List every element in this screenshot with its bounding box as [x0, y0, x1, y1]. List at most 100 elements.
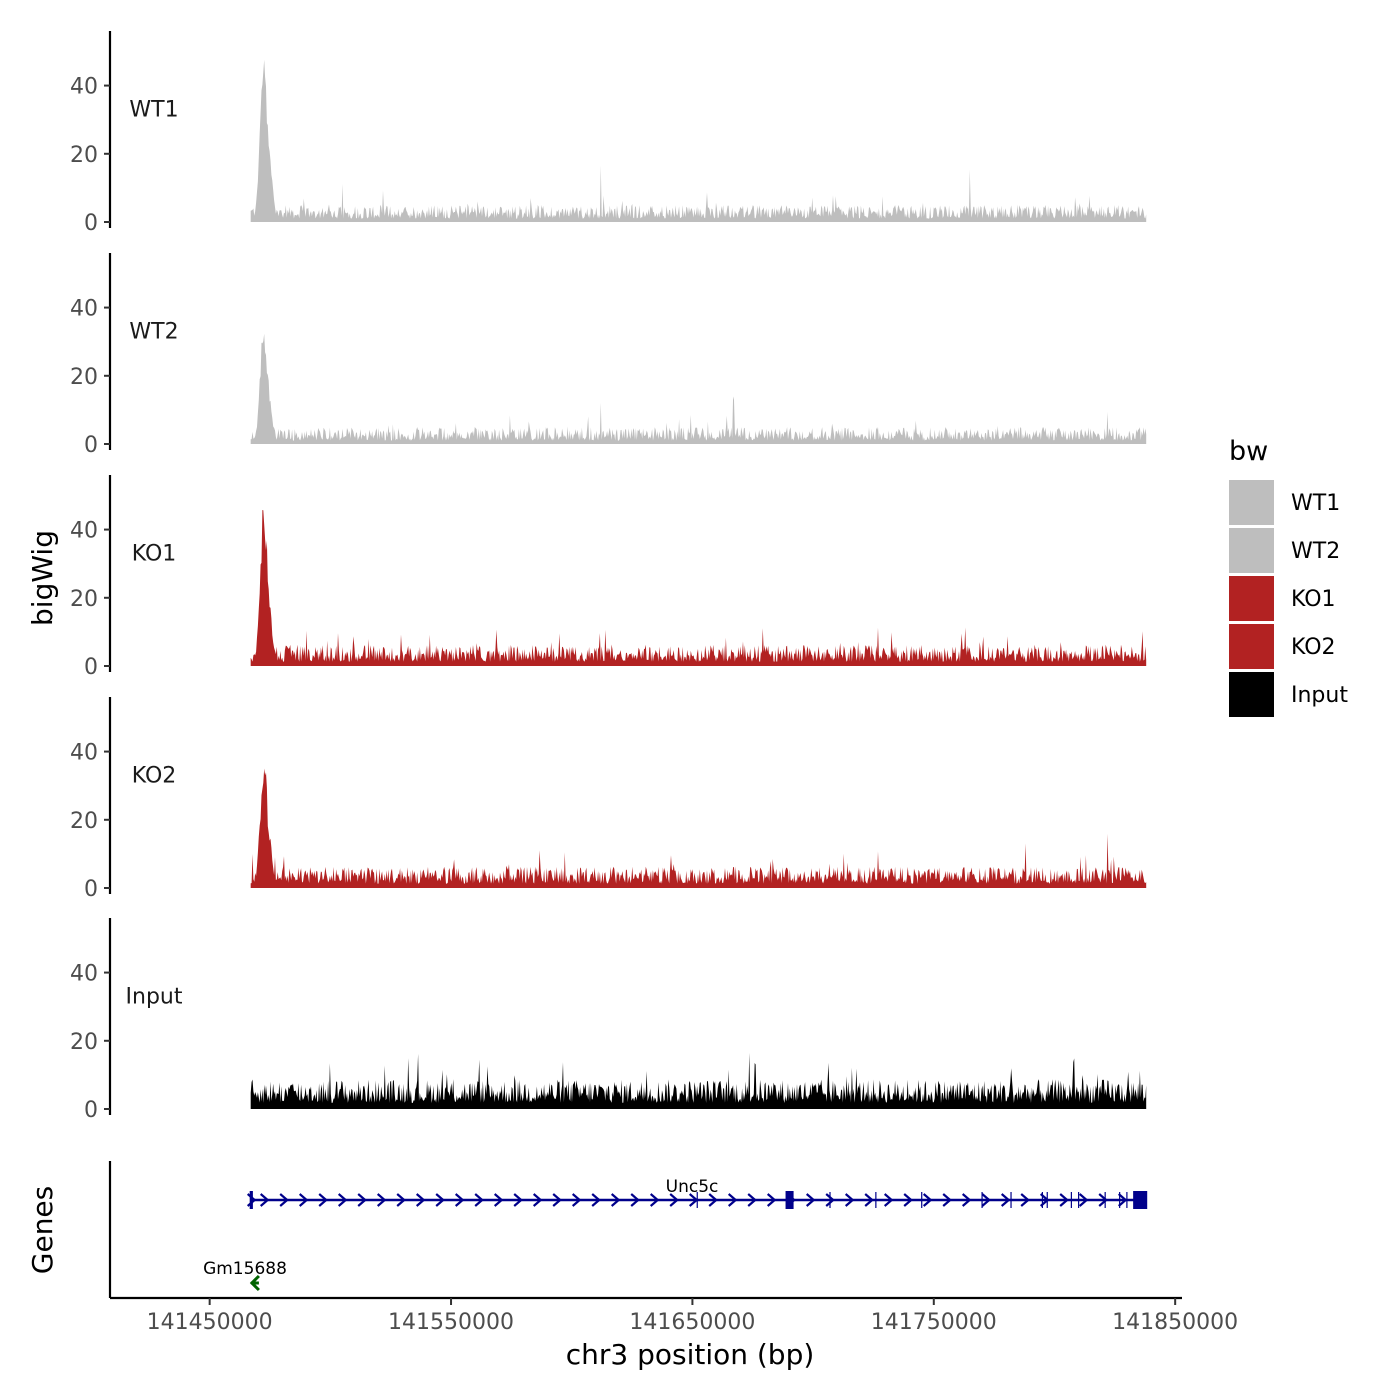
track-label: WT1 — [129, 97, 178, 122]
strand-arrow — [981, 1193, 991, 1207]
strand-arrow — [513, 1193, 523, 1207]
strand-arrow — [279, 1193, 289, 1207]
strand-arrow — [435, 1193, 445, 1207]
x-axis: 141450000 141550000 141650000 141750000 1418… — [110, 1296, 1238, 1335]
strand-arrow — [883, 1193, 894, 1207]
strand-arrow — [246, 1193, 257, 1207]
legend-label: Input — [1291, 683, 1348, 708]
y-tick-label: 40 — [70, 519, 98, 544]
strand-arrow — [454, 1193, 465, 1207]
track-ko1: 0 20 40 KO1 — [70, 475, 1147, 680]
strand-arrow — [805, 1193, 816, 1207]
y-tick-label: 40 — [70, 75, 98, 100]
gene-label: Gm15688 — [203, 1259, 287, 1279]
strand-arrow — [415, 1193, 426, 1207]
strand-arrow — [376, 1193, 387, 1207]
strand-arrow — [337, 1193, 348, 1207]
legend-swatch — [1229, 528, 1274, 573]
y-tick-label: 20 — [70, 143, 98, 168]
coverage-area-wt2 — [250, 333, 1147, 444]
track-label: WT2 — [129, 319, 178, 344]
genes-panel: Unc5c Gm15688 — [108, 1161, 1148, 1298]
strand-arrow — [747, 1193, 757, 1207]
coverage-area-ko2 — [250, 768, 1147, 888]
strand-arrow — [630, 1193, 640, 1207]
legend-label: WT1 — [1291, 491, 1340, 516]
strand-arrow — [942, 1193, 952, 1207]
legend-label: KO1 — [1291, 587, 1336, 612]
strand-arrow — [532, 1193, 543, 1207]
x-axis-title: chr3 position (bp) — [566, 1338, 815, 1371]
track-label: KO1 — [132, 541, 177, 566]
track-input: 0 20 40 Input — [70, 918, 1147, 1123]
y-tick-label: 40 — [70, 741, 98, 766]
strand-arrow — [922, 1193, 933, 1207]
strand-arrow — [1059, 1193, 1069, 1207]
track-label: Input — [126, 984, 183, 1009]
strand-arrow — [669, 1193, 679, 1207]
strand-arrow — [298, 1193, 309, 1207]
exon-block — [249, 1191, 253, 1209]
y-tick-label: 0 — [84, 1098, 98, 1123]
y-tick-label: 20 — [70, 809, 98, 834]
exon-block — [1133, 1191, 1148, 1209]
legend-swatch — [1229, 672, 1274, 717]
legend-item-wt1: WT1 — [1229, 480, 1340, 525]
strand-arrow — [766, 1193, 777, 1207]
coverage-area-ko1 — [250, 509, 1147, 666]
strand-arrow — [1000, 1193, 1011, 1207]
x-tick-label: 141650000 — [629, 1310, 755, 1335]
y-tick-label: 20 — [70, 1030, 98, 1055]
genes-axis-title: Genes — [26, 1186, 59, 1274]
legend-swatch — [1229, 624, 1274, 669]
y-tick-label: 0 — [84, 433, 98, 458]
strand-arrow — [396, 1193, 406, 1207]
gene-label: Unc5c — [666, 1177, 719, 1197]
legend-item-wt2: WT2 — [1229, 528, 1340, 573]
exon-block — [785, 1191, 794, 1209]
track-ko2: 0 20 40 KO2 — [70, 697, 1147, 902]
strand-arrow — [552, 1193, 562, 1207]
y-tick-label: 20 — [70, 587, 98, 612]
legend-item-ko2: KO2 — [1229, 624, 1336, 669]
gene-unc5c: Unc5c — [246, 1177, 1148, 1209]
legend: bw WT1 WT2 KO1 KO2 Input — [1229, 436, 1348, 717]
x-tick-label: 141550000 — [388, 1310, 514, 1335]
strand-arrow — [474, 1193, 484, 1207]
coverage-area-input — [250, 1052, 1147, 1109]
legend-title: bw — [1229, 436, 1268, 467]
strand-arrow — [259, 1193, 270, 1207]
strand-arrow — [1020, 1193, 1030, 1207]
strand-arrow — [727, 1193, 738, 1207]
y-axis-title: bigWig — [26, 530, 59, 626]
gene-gm15688: Gm15688 — [203, 1259, 287, 1292]
legend-swatch — [1229, 480, 1274, 525]
legend-label: KO2 — [1291, 635, 1336, 660]
strand-arrow — [961, 1193, 972, 1207]
track-label: KO2 — [132, 763, 177, 788]
strand-arrow — [571, 1193, 582, 1207]
legend-swatch — [1229, 576, 1274, 621]
strand-arrow — [493, 1193, 504, 1207]
strand-arrow — [610, 1193, 621, 1207]
x-tick-label: 141850000 — [1112, 1310, 1238, 1335]
y-tick-label: 0 — [84, 877, 98, 902]
strand-arrow — [864, 1193, 874, 1207]
strand-arrow — [591, 1193, 601, 1207]
track-wt2: 0 20 40 WT2 — [70, 253, 1147, 458]
x-tick-label: 141750000 — [871, 1310, 997, 1335]
bigwig-tracks: 0 20 40 WT1 0 20 40 WT2 0 20 40 KO1 0 20 40 KO2 0 20 40 Inp… — [70, 31, 1147, 1123]
strand-arrow — [649, 1193, 660, 1207]
y-tick-label: 0 — [84, 655, 98, 680]
strand-arrow — [1098, 1193, 1108, 1207]
legend-label: WT2 — [1291, 539, 1340, 564]
legend-item-input: Input — [1229, 672, 1348, 717]
strand-arrow — [903, 1193, 913, 1207]
legend-item-ko1: KO1 — [1229, 576, 1336, 621]
strand-arrow — [1078, 1193, 1089, 1207]
y-tick-label: 0 — [84, 211, 98, 236]
strand-arrow — [708, 1193, 718, 1207]
strand-arrow — [844, 1193, 855, 1207]
x-tick-label: 141450000 — [147, 1310, 273, 1335]
